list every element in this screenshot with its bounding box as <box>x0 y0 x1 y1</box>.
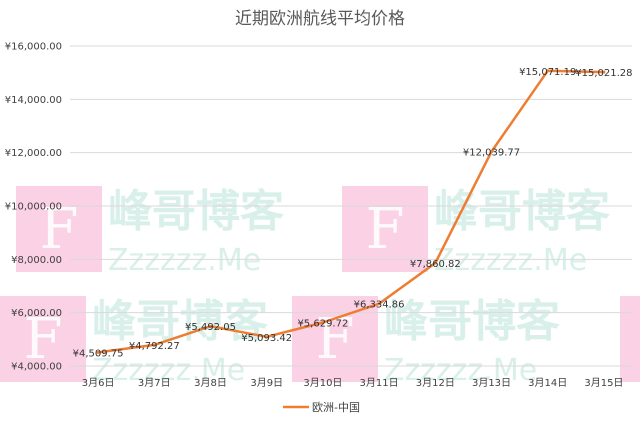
y-tick-label: ¥14,000.00 <box>5 95 62 106</box>
watermark-domain: Zzzzzz.Me <box>108 243 261 278</box>
data-point <box>209 324 212 328</box>
watermark-domain: Zzzzzz.Me <box>384 353 537 388</box>
data-point <box>490 150 493 154</box>
watermark-brand: 峰哥博客 <box>108 186 284 237</box>
y-tick-label: ¥12,000.00 <box>5 148 62 159</box>
legend: 欧洲-中国 <box>283 401 360 414</box>
watermark-brand: 峰哥博客 <box>92 296 268 347</box>
data-point <box>152 343 156 347</box>
watermark-letter: F <box>366 197 405 262</box>
data-label: ¥5,093.42 <box>241 333 292 344</box>
data-labels: ¥4,509.75 ¥4,792.27 ¥5,492.05 ¥5,093.42 ¥5,6… <box>73 67 633 360</box>
chart-title: 近期欧洲航线平均价格 <box>235 9 405 29</box>
data-label: ¥5,492.05 <box>185 322 236 333</box>
data-label: ¥15,071.19 <box>519 67 576 78</box>
watermark-domain: Zzzzzz.Me <box>92 353 245 388</box>
y-tick-label: ¥4,000.00 <box>11 362 62 373</box>
watermark-brand: 峰哥博客 <box>434 186 610 237</box>
watermark-box <box>292 296 378 382</box>
data-label: ¥4,792.27 <box>129 341 180 352</box>
x-tick-label: 3月6日 <box>82 377 115 389</box>
watermark-letter: F <box>40 197 79 262</box>
watermark-box <box>16 186 102 272</box>
series-line <box>97 69 604 354</box>
data-point <box>602 70 606 74</box>
data-point <box>546 69 550 73</box>
data-point <box>377 302 381 306</box>
x-tick-label: 3月11日 <box>360 377 399 389</box>
data-label: ¥7,860.82 <box>410 259 461 270</box>
watermark-brand: 峰哥博客 <box>384 296 560 347</box>
data-label: ¥15,021.28 <box>575 68 632 79</box>
x-tick-label: 3月9日 <box>250 377 283 389</box>
x-tick-label: 3月13日 <box>472 377 511 389</box>
y-axis: ¥4,000.00 ¥6,000.00 ¥8,000.00 ¥10,000.00 ¥12… <box>5 42 62 373</box>
data-point <box>433 261 437 265</box>
y-tick-label: ¥6,000.00 <box>11 308 62 319</box>
watermark-letter: F <box>316 307 355 372</box>
x-tick-label: 3月14日 <box>528 377 567 389</box>
legend-label: 欧洲-中国 <box>312 401 360 414</box>
x-axis: 3月6日 3月7日 3月8日 3月9日 3月10日 3月11日 3月12日 3月13日 3月14… <box>82 377 624 389</box>
x-tick-label: 3月10日 <box>303 377 342 389</box>
y-tick-label: ¥10,000.00 <box>5 202 62 213</box>
watermark-layer: F 峰哥博客 Zzzzzz.Me F 峰哥博客 Zzzzzz.Me F 峰哥博客 Zzzzzz.… <box>0 186 640 388</box>
data-label: ¥4,509.75 <box>73 348 124 359</box>
x-tick-label: 3月15日 <box>584 377 623 389</box>
watermark-letter: F <box>24 307 63 372</box>
y-tick-label: ¥8,000.00 <box>11 255 62 266</box>
series <box>96 69 606 354</box>
data-label: ¥6,334.86 <box>354 300 405 311</box>
x-tick-label: 3月7日 <box>138 377 171 389</box>
watermark-box <box>620 296 640 382</box>
x-tick-label: 3月8日 <box>194 377 227 389</box>
data-point <box>321 321 325 325</box>
gridlines <box>70 45 632 367</box>
x-tick-label: 3月12日 <box>416 377 455 389</box>
data-label: ¥5,629.72 <box>297 319 348 330</box>
watermark-box <box>342 186 428 272</box>
watermark-box <box>0 296 86 382</box>
y-tick-label: ¥16,000.00 <box>5 42 62 53</box>
watermark-domain: Zzzzzz.Me <box>434 243 587 278</box>
data-point <box>96 350 100 354</box>
data-point <box>265 335 269 339</box>
data-label: ¥12,039.77 <box>463 148 520 159</box>
